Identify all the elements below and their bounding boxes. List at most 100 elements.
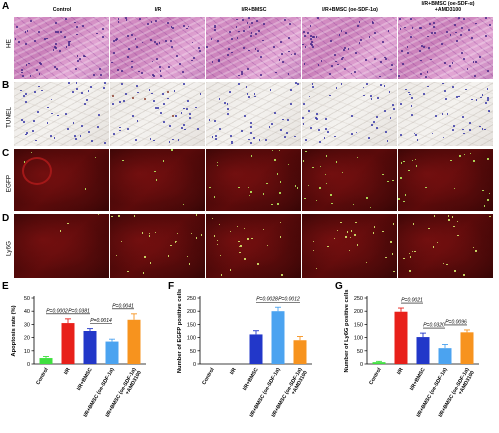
cell-nucleus bbox=[423, 93, 425, 95]
cell-nucleus bbox=[213, 29, 216, 32]
cell-nucleus bbox=[392, 253, 394, 255]
cell-nucleus bbox=[86, 99, 89, 101]
cell-nucleus bbox=[363, 94, 366, 97]
cell-nucleus bbox=[352, 204, 355, 206]
cell-nucleus bbox=[126, 55, 129, 58]
cell-nucleus bbox=[26, 131, 29, 134]
cell-nucleus bbox=[206, 45, 208, 48]
cell-nucleus bbox=[406, 51, 409, 54]
cell-nucleus bbox=[344, 31, 347, 34]
cell-nucleus bbox=[103, 142, 106, 144]
cell-nucleus bbox=[155, 58, 158, 61]
cell-nucleus bbox=[212, 217, 214, 219]
cell-nucleus bbox=[463, 153, 466, 156]
cell-nucleus bbox=[481, 127, 484, 130]
cell-nucleus bbox=[74, 135, 77, 138]
cell-nucleus bbox=[356, 156, 358, 159]
micrograph-ly6g-5 bbox=[398, 214, 493, 278]
p-value-label: P=0.0096 bbox=[445, 319, 467, 325]
cell-nucleus bbox=[135, 84, 138, 87]
cell-nucleus bbox=[284, 136, 287, 139]
cell-nucleus bbox=[466, 68, 469, 71]
cell-nucleus bbox=[303, 102, 305, 105]
cell-nucleus bbox=[305, 151, 307, 153]
cell-nucleus bbox=[469, 122, 471, 125]
cell-nucleus bbox=[154, 231, 157, 234]
cell-nucleus bbox=[341, 56, 344, 59]
cell-nucleus bbox=[160, 75, 162, 78]
cell-nucleus bbox=[149, 262, 152, 264]
cell-nucleus bbox=[485, 17, 488, 19]
cell-nucleus bbox=[163, 102, 166, 105]
cell-nucleus bbox=[393, 223, 395, 225]
row-label-ly6g: Ly6G bbox=[5, 240, 13, 257]
cell-nucleus bbox=[489, 23, 491, 26]
cell-nucleus bbox=[149, 138, 152, 140]
y-tick-label: 20 bbox=[24, 336, 30, 342]
cell-nucleus bbox=[18, 41, 21, 44]
cell-nucleus bbox=[335, 87, 338, 89]
cell-nucleus bbox=[287, 163, 290, 165]
category-label: I/R bbox=[229, 367, 238, 376]
cell-nucleus bbox=[448, 219, 450, 221]
cell-nucleus bbox=[302, 160, 305, 162]
cell-nucleus bbox=[22, 120, 25, 123]
cell-nucleus bbox=[150, 21, 153, 24]
cell-nucleus bbox=[163, 160, 165, 162]
cell-nucleus bbox=[135, 45, 138, 48]
p-value-label: P=0.0014 bbox=[90, 318, 112, 324]
cell-nucleus bbox=[392, 179, 394, 181]
cell-nucleus bbox=[152, 75, 155, 78]
cell-nucleus bbox=[457, 234, 459, 237]
cell-nucleus bbox=[311, 46, 314, 49]
cell-nucleus bbox=[327, 131, 329, 133]
cell-nucleus bbox=[75, 82, 78, 84]
cell-nucleus bbox=[119, 129, 121, 132]
cell-nucleus bbox=[376, 116, 379, 118]
cell-nucleus bbox=[33, 90, 36, 93]
cell-nucleus bbox=[441, 43, 443, 45]
cell-nucleus bbox=[236, 225, 238, 228]
cell-nucleus bbox=[68, 41, 71, 44]
cell-nucleus bbox=[51, 112, 53, 115]
category-label-line: I/R+BMSC bbox=[409, 367, 427, 392]
cell-nucleus bbox=[257, 263, 259, 265]
cell-nucleus bbox=[486, 88, 489, 91]
cell-nucleus bbox=[248, 17, 250, 19]
cell-nucleus bbox=[485, 34, 488, 37]
cell-nucleus bbox=[489, 215, 491, 218]
cell-nucleus bbox=[262, 39, 264, 42]
cell-nucleus bbox=[371, 124, 374, 127]
cell-nucleus bbox=[445, 31, 448, 33]
column-header-control: Control bbox=[52, 7, 72, 13]
chart-ly6g-positive-cells: 0 50 100 150 200 250 Number of Ly6G positive c… bbox=[344, 290, 479, 418]
cell-nucleus bbox=[388, 91, 391, 93]
bar bbox=[271, 311, 285, 364]
cell-nucleus bbox=[324, 128, 327, 130]
y-tick-label: 30 bbox=[24, 322, 30, 328]
cell-nucleus bbox=[385, 256, 387, 259]
cell-nucleus bbox=[324, 173, 327, 176]
cell-nucleus bbox=[216, 164, 219, 167]
cell-nucleus bbox=[228, 31, 231, 34]
cell-nucleus bbox=[449, 34, 452, 37]
cell-nucleus bbox=[474, 61, 477, 63]
cell-nucleus bbox=[165, 40, 167, 43]
cell-nucleus bbox=[432, 25, 435, 28]
cell-nucleus bbox=[101, 28, 104, 30]
cell-nucleus bbox=[175, 240, 177, 243]
cell-nucleus bbox=[115, 254, 118, 257]
cell-nucleus bbox=[462, 128, 465, 131]
cell-nucleus bbox=[398, 74, 401, 77]
cell-nucleus bbox=[380, 61, 382, 64]
cell-nucleus bbox=[180, 112, 183, 114]
cell-nucleus bbox=[248, 96, 251, 98]
cell-nucleus bbox=[81, 91, 84, 94]
cell-nucleus bbox=[354, 234, 356, 236]
cell-nucleus bbox=[320, 59, 323, 62]
cell-nucleus bbox=[25, 100, 27, 103]
cell-nucleus bbox=[57, 114, 60, 117]
micrograph-egfp-5 bbox=[398, 149, 493, 211]
cell-nucleus bbox=[253, 137, 256, 139]
tunel-positive-cell bbox=[166, 90, 169, 93]
